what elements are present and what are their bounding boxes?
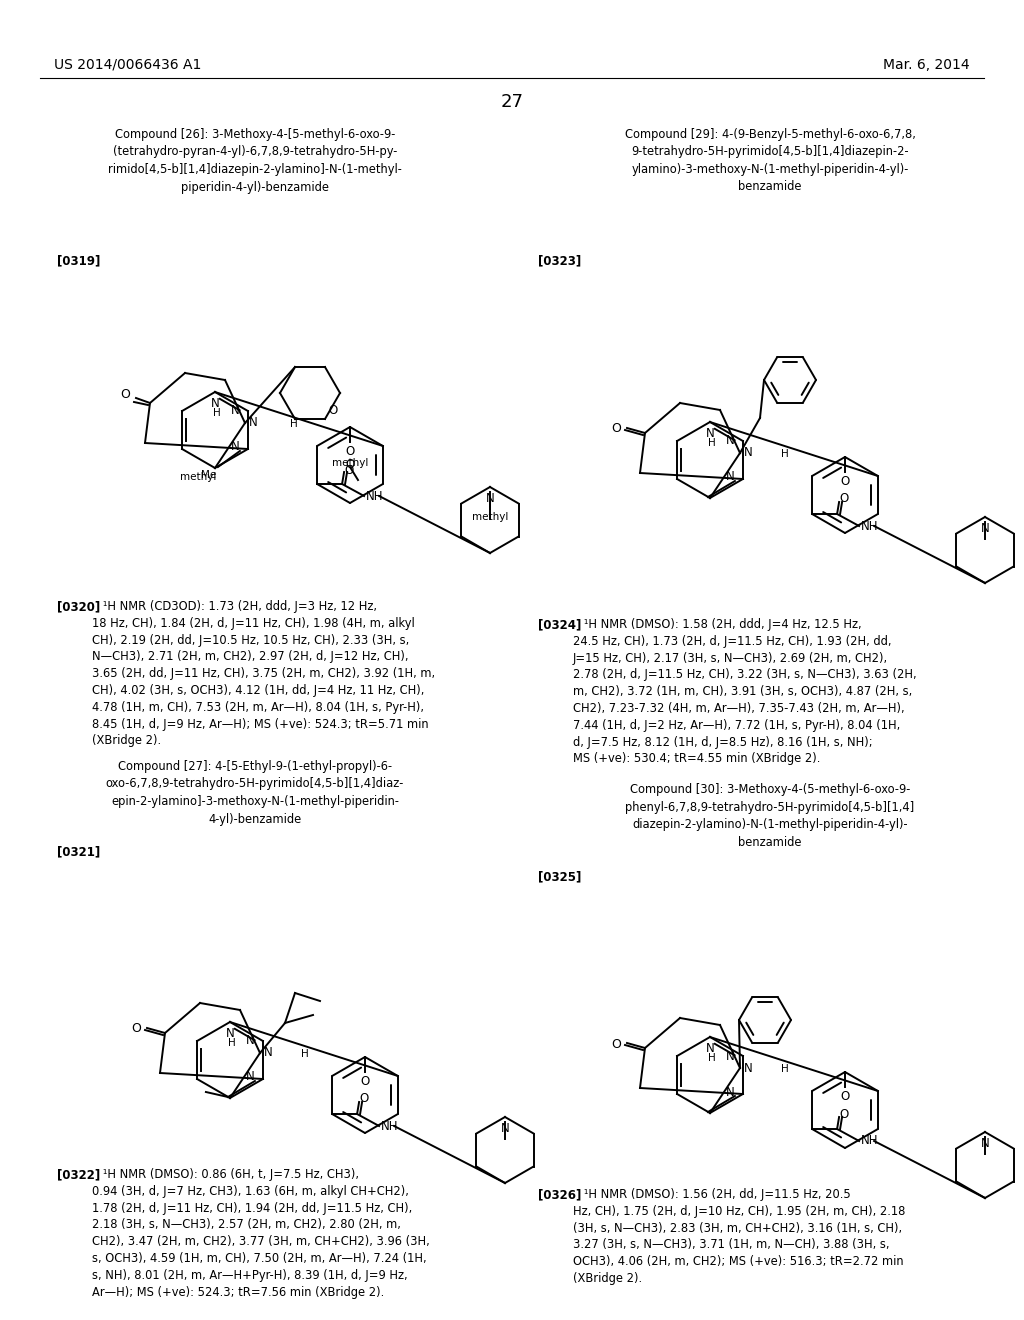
- Text: [0324]: [0324]: [538, 618, 582, 631]
- Text: O: O: [328, 404, 337, 417]
- Text: H: H: [781, 1064, 788, 1074]
- Text: N: N: [249, 417, 258, 429]
- Text: Compound [29]: 4-(9-Benzyl-5-methyl-6-oxo-6,7,8,
9-tetrahydro-5H-pyrimido[4,5-b]: Compound [29]: 4-(9-Benzyl-5-methyl-6-ox…: [625, 128, 915, 194]
- Text: O: O: [120, 388, 130, 401]
- Text: O: O: [345, 445, 354, 458]
- Text: NH: NH: [861, 520, 879, 532]
- Text: N: N: [726, 1085, 735, 1098]
- Text: H: H: [228, 1038, 236, 1048]
- Text: N: N: [501, 1122, 509, 1135]
- Text: N: N: [744, 446, 753, 459]
- Text: Compound [26]: 3-Methoxy-4-[5-methyl-6-oxo-9-
(tetrahydro-pyran-4-yl)-6,7,8,9-te: Compound [26]: 3-Methoxy-4-[5-methyl-6-o…: [109, 128, 402, 194]
- Text: H: H: [301, 1049, 309, 1059]
- Text: N: N: [726, 434, 735, 447]
- Text: Me: Me: [201, 470, 216, 480]
- Text: methyl: methyl: [179, 473, 216, 482]
- Text: H: H: [213, 408, 221, 418]
- Text: H: H: [709, 438, 716, 447]
- Text: [0322]: [0322]: [57, 1168, 100, 1181]
- Text: N: N: [706, 426, 715, 440]
- Text: O: O: [359, 1093, 369, 1106]
- Text: O: O: [841, 1090, 850, 1104]
- Text: [0325]: [0325]: [538, 870, 582, 883]
- Text: N: N: [246, 1035, 255, 1048]
- Text: Compound [30]: 3-Methoxy-4-(5-methyl-6-oxo-9-
phenyl-6,7,8,9-tetrahydro-5H-pyrim: Compound [30]: 3-Methoxy-4-(5-methyl-6-o…: [626, 783, 914, 849]
- Text: O: O: [839, 1107, 848, 1121]
- Text: [0326]: [0326]: [538, 1188, 582, 1201]
- Text: N: N: [726, 1049, 735, 1063]
- Text: [0319]: [0319]: [57, 253, 100, 267]
- Text: [0320]: [0320]: [57, 601, 100, 612]
- Text: Mar. 6, 2014: Mar. 6, 2014: [884, 58, 970, 73]
- Text: [0323]: [0323]: [538, 253, 582, 267]
- Text: US 2014/0066436 A1: US 2014/0066436 A1: [54, 58, 202, 73]
- Text: N: N: [225, 1027, 234, 1040]
- Text: N: N: [706, 1041, 715, 1055]
- Text: NH: NH: [861, 1134, 879, 1147]
- Text: H: H: [290, 418, 298, 429]
- Text: O: O: [344, 463, 353, 477]
- Text: NH: NH: [367, 490, 384, 503]
- Text: O: O: [611, 1038, 621, 1051]
- Text: O: O: [841, 475, 850, 488]
- Text: 27: 27: [501, 92, 523, 111]
- Text: ¹H NMR (DMSO): 1.58 (2H, ddd, J=4 Hz, 12.5 Hz,
24.5 Hz, CH), 1.73 (2H, d, J=11.5: ¹H NMR (DMSO): 1.58 (2H, ddd, J=4 Hz, 12…: [573, 618, 916, 766]
- Text: O: O: [611, 422, 621, 436]
- Text: N: N: [744, 1061, 753, 1074]
- Text: methyl: methyl: [472, 512, 508, 521]
- Text: H: H: [781, 449, 788, 459]
- Text: O: O: [839, 492, 848, 506]
- Text: Compound [27]: 4-[5-Ethyl-9-(1-ethyl-propyl)-6-
oxo-6,7,8,9-tetrahydro-5H-pyrimi: Compound [27]: 4-[5-Ethyl-9-(1-ethyl-pro…: [105, 760, 404, 825]
- Text: H: H: [709, 1053, 716, 1063]
- Text: N: N: [246, 1071, 255, 1084]
- Text: N: N: [231, 441, 240, 454]
- Text: ¹H NMR (DMSO): 1.56 (2H, dd, J=11.5 Hz, 20.5
Hz, CH), 1.75 (2H, d, J=10 Hz, CH),: ¹H NMR (DMSO): 1.56 (2H, dd, J=11.5 Hz, …: [573, 1188, 905, 1284]
- Text: N: N: [981, 1137, 989, 1150]
- Text: [0321]: [0321]: [57, 845, 100, 858]
- Text: N: N: [726, 470, 735, 483]
- Text: O: O: [360, 1074, 370, 1088]
- Text: N: N: [231, 404, 240, 417]
- Text: methyl: methyl: [332, 458, 369, 469]
- Text: N: N: [485, 492, 495, 506]
- Text: N: N: [211, 397, 219, 411]
- Text: NH: NH: [381, 1119, 398, 1133]
- Text: N: N: [264, 1047, 272, 1060]
- Text: O: O: [345, 458, 354, 471]
- Text: O: O: [131, 1023, 141, 1035]
- Text: ¹H NMR (CD3OD): 1.73 (2H, ddd, J=3 Hz, 12 Hz,
18 Hz, CH), 1.84 (2H, d, J=11 Hz, : ¹H NMR (CD3OD): 1.73 (2H, ddd, J=3 Hz, 1…: [92, 601, 435, 747]
- Text: ¹H NMR (DMSO): 0.86 (6H, t, J=7.5 Hz, CH3),
0.94 (3H, d, J=7 Hz, CH3), 1.63 (6H,: ¹H NMR (DMSO): 0.86 (6H, t, J=7.5 Hz, CH…: [92, 1168, 430, 1299]
- Text: N: N: [981, 521, 989, 535]
